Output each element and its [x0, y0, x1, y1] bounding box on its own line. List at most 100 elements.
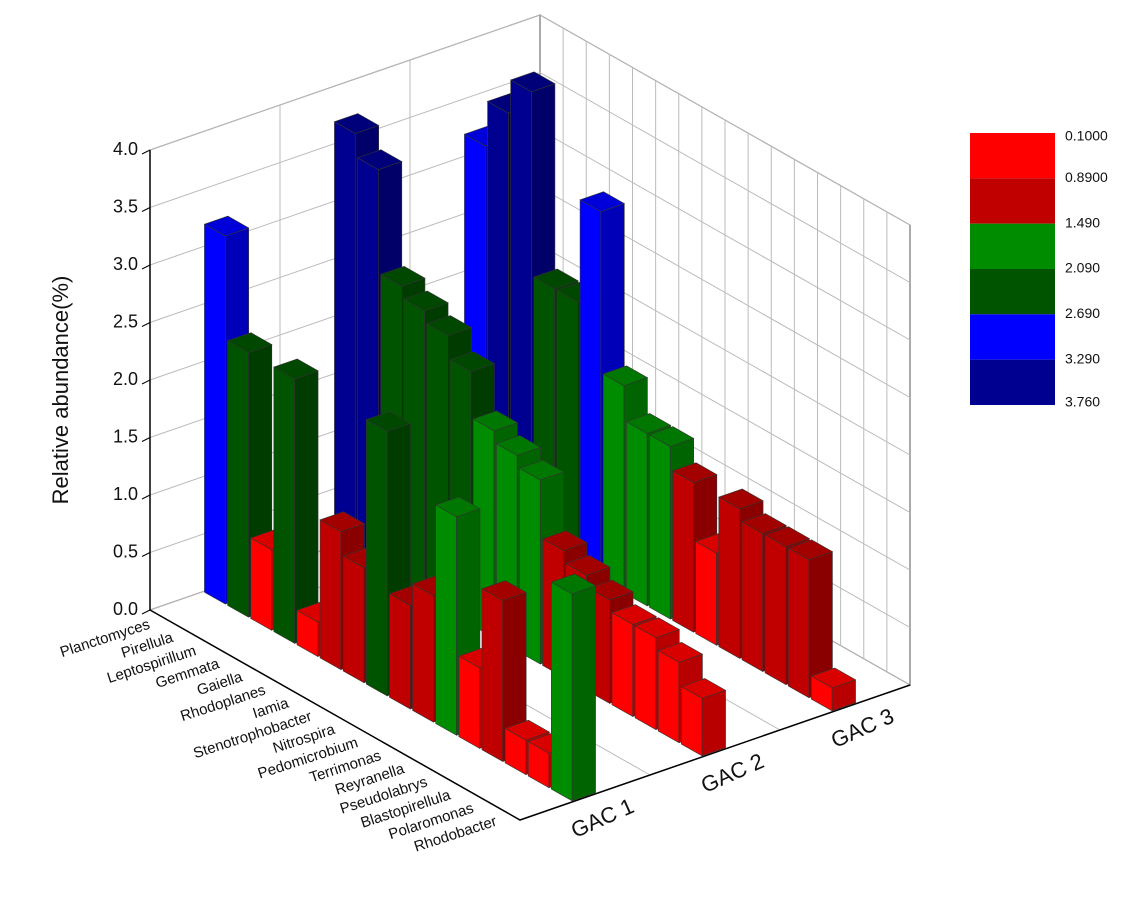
colorbar-swatch [970, 178, 1055, 224]
bar-top [472, 410, 519, 432]
bar-front [334, 121, 356, 560]
z-tick [141, 322, 151, 327]
bar-top [403, 290, 449, 312]
bar-front [551, 581, 573, 802]
bar-top [588, 579, 634, 601]
z-tick [141, 609, 151, 615]
bar-side [701, 689, 726, 757]
z-tick-label: 1.5 [113, 426, 138, 446]
bar-top [648, 426, 695, 447]
z-tick-label: 2.0 [113, 369, 138, 389]
bar-front [389, 593, 411, 710]
bar-front [764, 534, 787, 686]
z-tick [141, 207, 151, 212]
bar-side [294, 370, 319, 644]
bar-front [672, 470, 694, 633]
bar-top [434, 496, 481, 518]
colorbar-swatch [970, 133, 1055, 179]
bar-top [625, 413, 672, 434]
bar [680, 678, 727, 757]
z-tick-label: 3.5 [113, 196, 138, 216]
bar-top [764, 526, 811, 547]
bar-front [787, 547, 810, 699]
bar-top [718, 488, 764, 510]
bar-front [366, 419, 388, 697]
bar-front [342, 555, 365, 684]
bar-front [695, 540, 717, 646]
bar-top [226, 332, 273, 353]
bar-top [426, 315, 472, 336]
bar-top [671, 462, 718, 483]
bar-top [319, 511, 366, 532]
bar-top [518, 459, 565, 481]
bar-front [204, 223, 226, 605]
bar-top [611, 604, 657, 625]
bar-top [495, 435, 542, 456]
bar-top [333, 113, 380, 134]
colorbar-label: 3.760 [1065, 394, 1100, 410]
bar-front [412, 583, 434, 723]
colorbar-label: 0.8900 [1065, 169, 1108, 185]
z-tick-label: 1.0 [113, 484, 138, 504]
colorbar-swatch [970, 269, 1055, 315]
bar-top [680, 678, 727, 699]
z-tick [141, 437, 151, 442]
bar-top [810, 667, 857, 689]
colorbar-label: 2.690 [1065, 305, 1100, 321]
bar-top [550, 573, 597, 595]
bar [787, 539, 834, 699]
z-tick-label: 3.0 [113, 254, 138, 274]
grid-line [149, 71, 911, 283]
bar-front [273, 366, 295, 644]
bar-front [741, 521, 764, 673]
colorbar-label: 0.1000 [1065, 128, 1108, 144]
z-tick-label: 2.5 [113, 311, 138, 331]
z-tick-label: 0.5 [113, 541, 138, 561]
axis-line [149, 150, 911, 821]
bar [550, 573, 597, 802]
z-tick [141, 552, 151, 557]
bar-top [379, 266, 426, 287]
bar-top [365, 411, 412, 432]
bar [810, 667, 857, 712]
bar-top [787, 539, 834, 561]
z-tick [141, 494, 151, 500]
colorbar-swatch [970, 223, 1055, 269]
bar-front [250, 537, 272, 631]
bar-top [481, 580, 527, 601]
bar [273, 358, 319, 644]
bar-top [602, 365, 649, 387]
bar-top [449, 351, 496, 372]
bar-top [657, 642, 704, 663]
bar-front [602, 373, 625, 594]
bar-front [611, 612, 634, 718]
grid-line [149, 14, 911, 226]
bar-top [504, 719, 551, 741]
z-tick [141, 149, 151, 155]
bar-front [579, 199, 602, 581]
bar-front [681, 686, 703, 757]
colorbar-label: 2.090 [1065, 260, 1100, 276]
bar-top [579, 191, 626, 212]
z-tick [141, 379, 151, 385]
bar-top [273, 358, 319, 380]
bar-front [319, 519, 342, 671]
bar-front [657, 649, 680, 744]
colorbar-label: 3.290 [1065, 350, 1100, 366]
bar-top [203, 215, 250, 237]
bar-top [509, 71, 556, 93]
bar-top [741, 513, 787, 534]
bar-top [564, 555, 611, 576]
bar-front [458, 655, 480, 749]
bar-front [481, 588, 504, 763]
colorbar-swatch [970, 314, 1055, 360]
bar-front [718, 496, 740, 659]
bar-top [533, 268, 579, 290]
colorbar-label: 1.490 [1065, 214, 1100, 230]
z-tick-label: 4.0 [113, 139, 138, 159]
bar-top [541, 530, 588, 551]
bar-front [649, 434, 671, 620]
bar-top [356, 149, 403, 170]
z-axis-title: Relative abundance(%) [48, 276, 73, 505]
